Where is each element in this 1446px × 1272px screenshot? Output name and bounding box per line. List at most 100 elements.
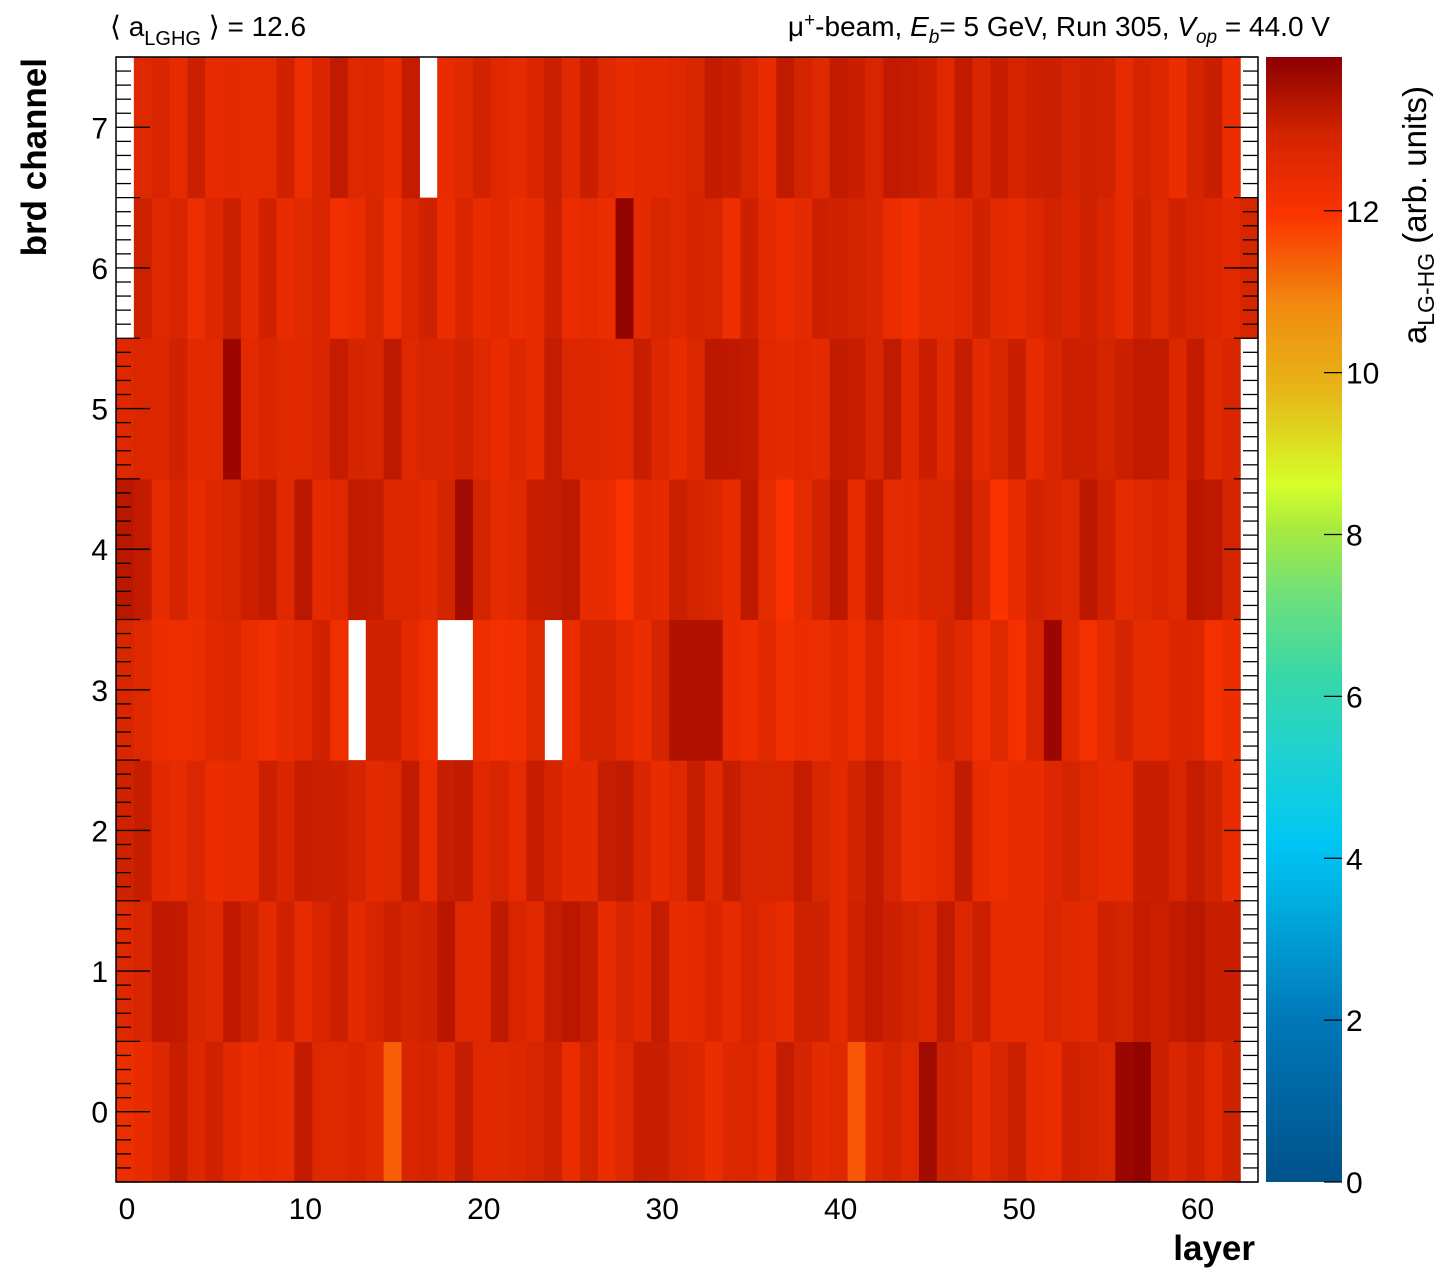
heatmap-cell: [437, 197, 456, 339]
heatmap-cell: [365, 1041, 385, 1183]
heatmap-cell: [437, 900, 456, 1042]
heatmap-cell: [1043, 1041, 1063, 1183]
heatmap-cell: [1079, 197, 1098, 339]
heatmap-cell: [1133, 197, 1152, 339]
run-E: E: [910, 11, 929, 42]
heatmap-cell: [615, 338, 635, 480]
heatmap-cell: [1150, 760, 1170, 902]
heatmap-cell: [312, 57, 331, 199]
heatmap-cell: [1061, 478, 1081, 621]
heatmap-cell: [383, 478, 403, 621]
heatmap-cell: [936, 57, 956, 199]
y-axis-label: brd channel: [15, 58, 54, 256]
heatmap-cell: [651, 338, 670, 480]
heatmap-cell: [205, 197, 224, 339]
heatmap-cell: [579, 760, 599, 902]
heatmap-cell: [1061, 900, 1081, 1042]
heatmap-cell: [490, 57, 510, 199]
heatmap-cell: [472, 57, 492, 199]
heatmap-cell: [1061, 197, 1081, 339]
heatmap-cell: [990, 760, 1009, 902]
heatmap-cell: [240, 900, 260, 1042]
heatmap-cell: [883, 338, 902, 480]
heatmap-cell: [918, 1041, 938, 1183]
heatmap-cell: [704, 619, 724, 761]
heatmap-cell: [1150, 900, 1170, 1042]
heatmap-cell: [240, 1041, 260, 1183]
heatmap-cell: [1204, 760, 1223, 902]
heatmap-cell: [169, 338, 188, 480]
heatmap-cell: [1008, 1041, 1027, 1183]
heatmap-cell: [633, 619, 652, 761]
heatmap-cell: [508, 760, 527, 902]
heatmap-cell: [544, 197, 563, 339]
heatmap-cell: [401, 197, 420, 339]
heatmap-cell: [847, 478, 867, 621]
heatmap-cell: [1079, 478, 1098, 621]
heatmap-cell: [776, 619, 795, 761]
heatmap-cell: [936, 197, 956, 339]
heatmap-cell: [954, 338, 974, 480]
heatmap-cell: [1097, 197, 1116, 339]
heatmap-cell: [455, 197, 474, 339]
heatmap-cell: [651, 619, 670, 761]
heatmap-cell: [829, 619, 849, 761]
heatmap-cell: [223, 619, 242, 761]
heatmap-cell: [811, 619, 831, 761]
heatmap-cell: [187, 338, 206, 480]
heatmap-cell: [758, 900, 777, 1042]
heatmap-cell: [794, 338, 813, 480]
x-tick-label: 40: [824, 1193, 857, 1226]
heatmap-cell: [223, 1041, 242, 1183]
heatmap-cell: [526, 478, 545, 621]
heatmap-cell: [758, 197, 777, 339]
heatmap-cell: [865, 1041, 884, 1183]
heatmap-cell: [811, 338, 831, 480]
heatmap-cell: [294, 760, 313, 902]
heatmap-cell: [829, 338, 849, 480]
heatmap-cell: [169, 57, 188, 199]
heatmap-cell: [508, 57, 527, 199]
heatmap-cell: [1150, 1041, 1170, 1183]
heatmap-cell: [633, 338, 652, 480]
heatmap-cell: [1168, 57, 1188, 199]
heatmap-cell: [615, 1041, 635, 1183]
heatmap-cell: [383, 1041, 403, 1183]
heatmap-cell: [918, 338, 938, 480]
heatmap-cell: [936, 478, 956, 621]
heatmap-cell: [597, 197, 617, 339]
heatmap-cell: [419, 338, 438, 480]
heatmap-cell: [990, 197, 1009, 339]
heatmap-cell: [704, 478, 724, 621]
heatmap-cell: [669, 57, 688, 199]
run-beam: -beam,: [815, 11, 910, 42]
heatmap-cell: [847, 760, 867, 902]
heatmap-cell: [151, 900, 171, 1042]
x-axis-label: layer: [1173, 1229, 1255, 1268]
heatmap-cell: [687, 619, 706, 761]
heatmap-cell: [1168, 760, 1188, 902]
heatmap-cell: [972, 619, 991, 761]
heatmap-cell: [526, 338, 545, 480]
heatmap-cell: [579, 1041, 599, 1183]
heatmap-cell: [794, 1041, 813, 1183]
y-tick-label: 0: [91, 1097, 108, 1130]
heatmap-cell: [276, 900, 296, 1042]
heatmap-cell: [544, 1041, 563, 1183]
heatmap-cell: [1008, 338, 1027, 480]
heatmap-cell: [437, 57, 456, 199]
heatmap-cell: [883, 900, 902, 1042]
heatmap-cell: [901, 197, 920, 339]
heatmap-cell: [1115, 197, 1134, 339]
heatmap-cell: [1008, 760, 1027, 902]
heatmap-cell: [187, 1041, 206, 1183]
heatmap-cell: [1043, 760, 1063, 902]
heatmap-cell: [1079, 57, 1098, 199]
heatmap-cell: [1026, 338, 1045, 480]
heatmap-cell: [954, 900, 974, 1042]
heatmap-cell: [240, 478, 260, 621]
heatmap-cell: [633, 197, 652, 339]
heatmap-cell: [258, 478, 278, 621]
heatmap-cell: [918, 478, 938, 621]
